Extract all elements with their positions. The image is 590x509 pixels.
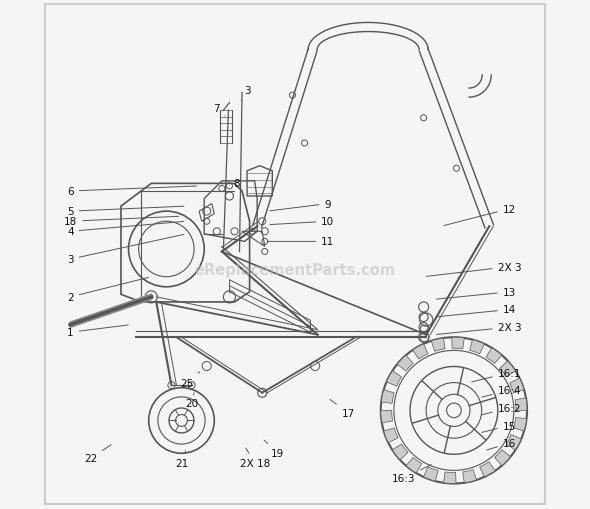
Text: 4: 4 xyxy=(67,222,183,237)
Text: 22: 22 xyxy=(84,445,111,463)
Polygon shape xyxy=(431,338,445,352)
Polygon shape xyxy=(424,467,438,481)
Polygon shape xyxy=(406,458,422,473)
Text: 20: 20 xyxy=(185,393,198,408)
Polygon shape xyxy=(513,418,526,431)
Text: 16: 16 xyxy=(487,438,516,450)
Text: 25: 25 xyxy=(180,372,199,388)
Polygon shape xyxy=(381,411,392,423)
Polygon shape xyxy=(392,444,408,460)
Polygon shape xyxy=(397,355,413,371)
Text: 17: 17 xyxy=(330,400,355,418)
Text: 16:2: 16:2 xyxy=(482,403,521,415)
Text: 18: 18 xyxy=(64,217,179,227)
Polygon shape xyxy=(515,398,527,411)
Text: 9: 9 xyxy=(270,199,331,211)
Text: 6: 6 xyxy=(67,187,196,196)
Polygon shape xyxy=(470,340,484,354)
Text: 12: 12 xyxy=(444,204,516,226)
Text: 1: 1 xyxy=(67,325,128,337)
Text: 10: 10 xyxy=(270,217,335,227)
Text: 2X 18: 2X 18 xyxy=(240,448,270,468)
Polygon shape xyxy=(412,344,428,359)
Text: 2: 2 xyxy=(67,278,149,302)
Text: 21: 21 xyxy=(175,451,188,468)
Text: 16:4: 16:4 xyxy=(482,385,521,398)
Polygon shape xyxy=(506,435,522,450)
Polygon shape xyxy=(494,450,510,466)
Polygon shape xyxy=(463,470,477,483)
Polygon shape xyxy=(510,378,524,393)
Text: eReplacementParts.com: eReplacementParts.com xyxy=(195,262,395,277)
Text: 5: 5 xyxy=(67,207,183,217)
Polygon shape xyxy=(480,462,495,477)
Text: 13: 13 xyxy=(437,287,516,299)
Polygon shape xyxy=(452,337,464,349)
Text: 3: 3 xyxy=(67,235,184,265)
Text: 7: 7 xyxy=(214,103,225,117)
Text: 19: 19 xyxy=(264,440,284,459)
Polygon shape xyxy=(486,348,502,363)
Polygon shape xyxy=(500,361,516,377)
Text: 16:3: 16:3 xyxy=(392,465,431,484)
Text: 15: 15 xyxy=(482,420,516,433)
Text: 8: 8 xyxy=(227,179,240,189)
Polygon shape xyxy=(444,472,456,484)
Text: 3: 3 xyxy=(241,86,250,101)
Text: 2X 3: 2X 3 xyxy=(427,262,521,277)
Polygon shape xyxy=(386,371,402,386)
Text: 2X 3: 2X 3 xyxy=(437,323,521,335)
Polygon shape xyxy=(381,390,394,404)
Text: 16:1: 16:1 xyxy=(472,368,521,382)
Text: 11: 11 xyxy=(267,237,335,247)
Text: 14: 14 xyxy=(437,305,516,317)
Polygon shape xyxy=(384,428,398,443)
